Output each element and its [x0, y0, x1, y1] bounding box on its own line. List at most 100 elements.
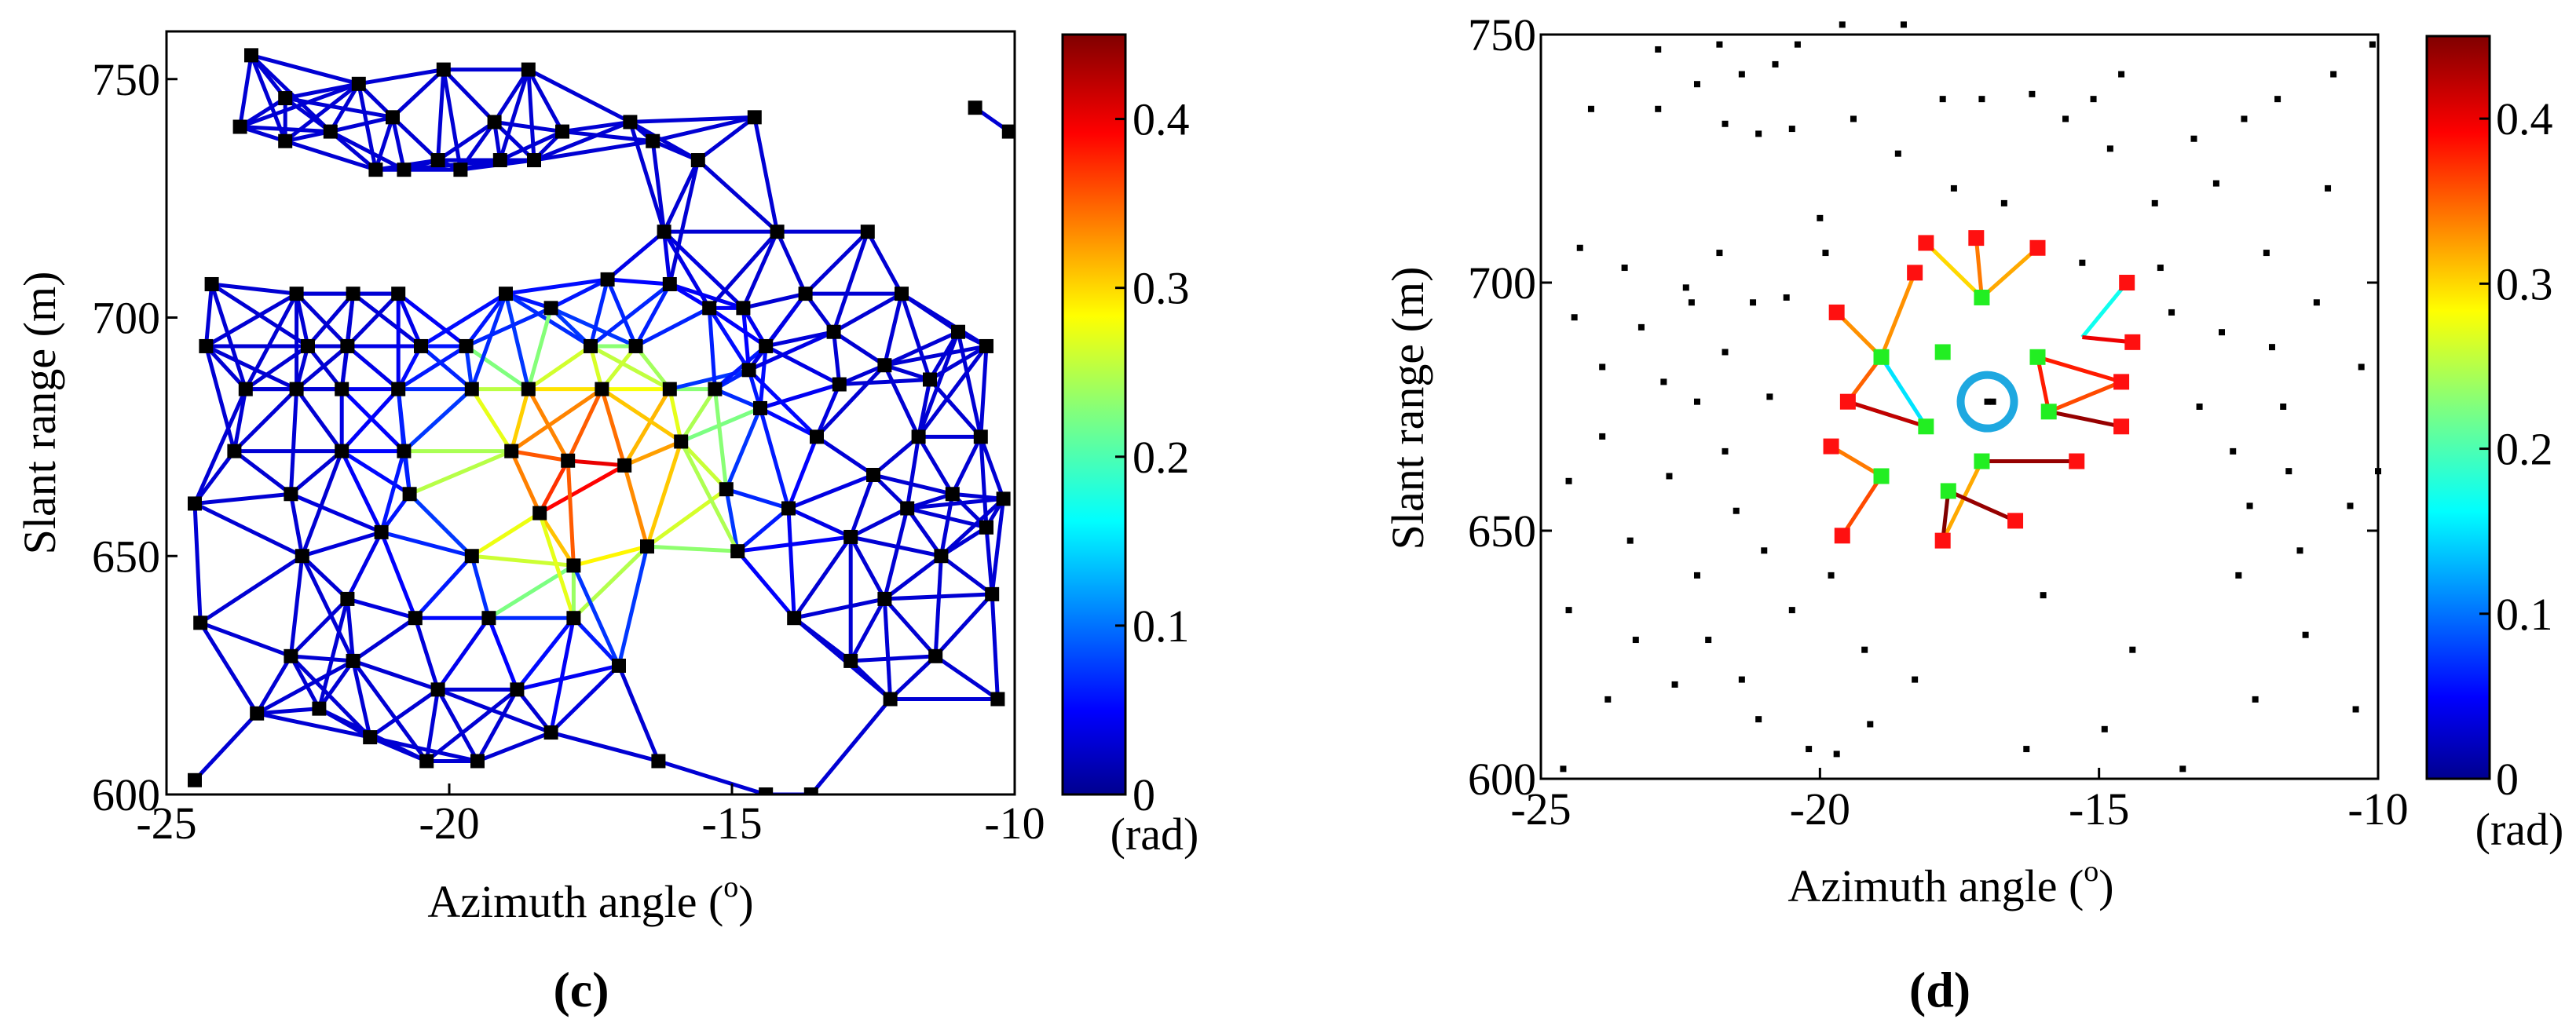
panel-c-node: [990, 692, 1005, 707]
panel-c-edge: [425, 688, 518, 763]
panel-c-node: [843, 653, 858, 668]
panel-c-edge: [396, 293, 423, 347]
panel-c-edge: [284, 97, 332, 133]
panel-c-node: [459, 338, 474, 353]
panel-c-edge: [662, 231, 672, 285]
panel-d-background-point: [1794, 41, 1801, 48]
panel-d-background-point: [2000, 199, 2007, 206]
panel-c-edge: [441, 69, 463, 170]
panel-c-edge: [600, 345, 638, 391]
panel-c-edge: [436, 688, 480, 762]
panel-c-node: [278, 133, 293, 148]
panel-c-edge: [550, 277, 609, 310]
panel-d-background-point: [2369, 41, 2376, 48]
panel-c-node: [430, 153, 445, 168]
panel-c-y-ticks: 600 650 700 750: [92, 54, 177, 820]
panel-c-edge: [251, 53, 360, 86]
panel-c-node: [289, 382, 304, 396]
panel-c-edge: [712, 389, 729, 490]
panel-c-edge: [358, 68, 445, 86]
panel-c-node: [464, 549, 479, 564]
panel-d-background-point: [2157, 265, 2164, 272]
panel-d-background-point: [2212, 180, 2219, 187]
panel-c-edge: [470, 511, 541, 558]
panel-d-colorbar-tick-label: 0.2: [2496, 424, 2553, 475]
panel-c-edge: [289, 597, 349, 658]
panel-c-node: [527, 153, 541, 168]
panel-c-node: [555, 124, 569, 139]
panel-c-node: [702, 301, 717, 316]
panel-c-node: [770, 225, 785, 239]
panel-c-nodes: [188, 48, 1015, 794]
panel-d-colorbar-tick-label: 0.4: [2496, 93, 2553, 144]
panel-d-colorbar-tick-label: 0: [2496, 754, 2519, 805]
panel-d-edge: [1947, 489, 2017, 523]
panel-d-background-point: [2168, 309, 2175, 316]
panel-d-background-point: [2235, 572, 2242, 579]
panel-c-node: [301, 338, 315, 353]
panel-d-background-point: [1637, 323, 1645, 331]
panel-c-edge: [396, 345, 423, 390]
panel-c-node: [595, 382, 609, 396]
panel-d-background-point: [1666, 473, 1673, 480]
panel-c-edge: [256, 659, 354, 715]
panel-d-background-point: [1682, 284, 1689, 291]
panel-c-node: [736, 301, 751, 316]
panel-c-edge: [413, 617, 440, 691]
panel-c-edge: [697, 159, 779, 234]
panel-c-edge: [697, 115, 756, 163]
panel-c-node: [481, 611, 496, 626]
panel-c-edge: [573, 544, 648, 568]
panel-c-edge: [374, 116, 395, 170]
panel-c-node: [521, 62, 536, 77]
panel-c-node: [996, 491, 1011, 506]
panel-c-edge: [210, 282, 309, 349]
panel-c-node: [843, 529, 858, 544]
panel-c-node: [566, 611, 581, 626]
panel-d-background-point: [1705, 637, 1712, 644]
panel-c-edge: [477, 730, 552, 763]
panel-d-background-point: [1565, 607, 1572, 614]
panel-c-edge: [419, 291, 507, 349]
panel-c-edge: [391, 115, 440, 162]
panel-c-x-tick-label: -25: [136, 798, 196, 849]
panel-c-edge: [883, 597, 938, 658]
panel-c-edge: [803, 230, 869, 295]
panel-c-colorbar-tick-label: 0.4: [1132, 94, 1190, 145]
panel-c-edge: [526, 68, 565, 133]
panel-c-edge: [211, 282, 297, 296]
panel-c-edge: [351, 660, 372, 738]
panel-d-background-point: [2330, 71, 2337, 78]
panel-d-background-point: [1783, 294, 1790, 301]
panel-c-edge: [832, 291, 903, 334]
panel-c-edge: [509, 450, 542, 514]
panel-c-edge: [589, 283, 671, 348]
panel-c-edge: [238, 54, 254, 127]
panel-c-edge: [832, 330, 886, 367]
panel-d-y-tick-label: 750: [1468, 9, 1536, 60]
panel-c-edge: [565, 460, 576, 566]
panel-d-y-tick-label: 700: [1468, 258, 1536, 309]
panel-d-background-point: [1761, 547, 1768, 554]
panel-d-background-point: [1599, 363, 1606, 371]
panel-c-x-label: Azimuth angle (o): [427, 871, 753, 927]
panel-c-edge: [747, 368, 818, 439]
panel-c-edge: [562, 130, 653, 144]
panel-d-background-point: [1867, 721, 1874, 728]
panel-c-node: [877, 358, 892, 373]
panel-d-outer-point: [2113, 374, 2130, 390]
panel-c-edge: [436, 616, 491, 691]
panel-c-edge: [346, 597, 416, 620]
panel-d-edge: [2082, 335, 2133, 345]
panel-c-edge: [742, 291, 807, 310]
panel-c-edge: [726, 487, 789, 510]
panel-c-edge: [396, 389, 412, 495]
panel-d-y-tick-label: 600: [1468, 754, 1536, 805]
panel-c-edge: [239, 125, 286, 144]
panel-c-edge: [623, 388, 671, 467]
panel-c-edge: [589, 344, 671, 391]
panel-d-hub-point: [2040, 404, 2057, 420]
panel-c-node: [323, 124, 338, 139]
panel-d-background-point: [2106, 145, 2113, 152]
panel-c-node: [487, 115, 502, 130]
